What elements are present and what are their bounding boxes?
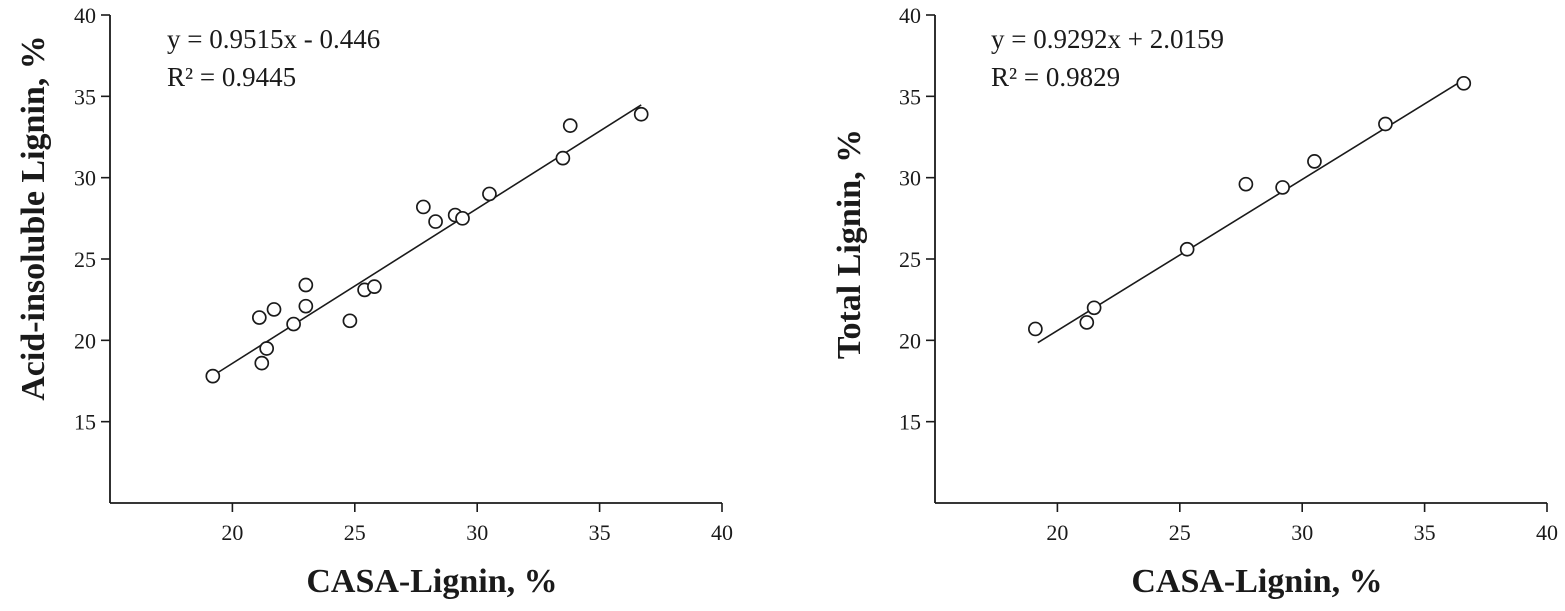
x-tick-label-40: 40	[1536, 520, 1558, 545]
x-tick-label-40: 40	[711, 520, 733, 545]
data-point-8	[1378, 116, 1393, 132]
data-point-2	[1079, 315, 1095, 330]
data-point-11	[367, 279, 382, 295]
r-squared-value: R² = 0.9829	[991, 62, 1120, 92]
data-point-6	[286, 316, 301, 332]
x-tick-label-25: 25	[344, 520, 366, 545]
data-point-9	[342, 313, 358, 329]
data-point-15	[455, 210, 470, 226]
data-point-13	[428, 214, 443, 229]
data-point-3	[254, 355, 270, 371]
trendline	[1037, 78, 1465, 344]
y-tick-label-20: 20	[74, 328, 96, 353]
y-tick-label-40: 40	[74, 3, 96, 28]
x-axis-title: CASA-Lignin, %	[306, 563, 557, 600]
x-tick-label-20: 20	[221, 520, 243, 545]
data-point-4	[1179, 241, 1195, 257]
y-tick-label-30: 30	[899, 166, 921, 191]
y-tick-label-40: 40	[899, 3, 921, 28]
data-point-9	[1456, 75, 1472, 91]
data-point-7	[1307, 154, 1322, 169]
chart-right: Total Lignin, % CASA-Lignin, % y = 0.929…	[831, 3, 1558, 600]
r-squared-value: R² = 0.9445	[167, 62, 296, 92]
y-tick-label-15: 15	[899, 410, 921, 435]
data-point-4	[259, 341, 275, 356]
data-point-5	[1238, 176, 1254, 192]
data-point-1	[1028, 321, 1043, 337]
data-point-16	[482, 186, 497, 202]
y-tick-label-35: 35	[899, 84, 921, 109]
data-point-3	[1086, 300, 1102, 316]
x-tick-label-30: 30	[466, 520, 488, 545]
y-tick-label-30: 30	[74, 166, 96, 191]
x-tick-label-25: 25	[1169, 520, 1191, 545]
trendline	[212, 104, 642, 377]
data-point-1	[205, 368, 221, 384]
y-tick-label-15: 15	[74, 410, 96, 435]
data-point-8	[298, 277, 314, 293]
data-point-17	[555, 150, 571, 166]
y-tick-label-20: 20	[899, 328, 921, 353]
x-tick-label-35: 35	[1414, 520, 1436, 545]
x-tick-label-30: 30	[1291, 520, 1313, 545]
y-axis-title: Acid-insoluble Lignin, %	[15, 35, 52, 401]
y-axis-title: Total Lignin, %	[831, 129, 868, 359]
data-point-7	[298, 298, 314, 314]
regression-equation: y = 0.9515x - 0.446	[167, 24, 380, 54]
x-tick-label-20: 20	[1046, 520, 1068, 545]
y-tick-label-25: 25	[899, 247, 921, 272]
x-axis-title: CASA-Lignin, %	[1131, 563, 1382, 600]
y-tick-label-35: 35	[74, 84, 96, 109]
data-point-18	[562, 118, 578, 133]
data-point-12	[415, 199, 431, 215]
data-point-5	[266, 302, 282, 317]
data-point-2	[251, 310, 267, 325]
data-point-19	[633, 106, 649, 122]
x-tick-label-35: 35	[589, 520, 611, 545]
data-point-6	[1275, 180, 1290, 195]
chart-left: Acid-insoluble Lignin, % CASA-Lignin, % …	[15, 3, 733, 600]
y-tick-label-25: 25	[74, 247, 96, 272]
regression-equation: y = 0.9292x + 2.0159	[991, 24, 1224, 54]
